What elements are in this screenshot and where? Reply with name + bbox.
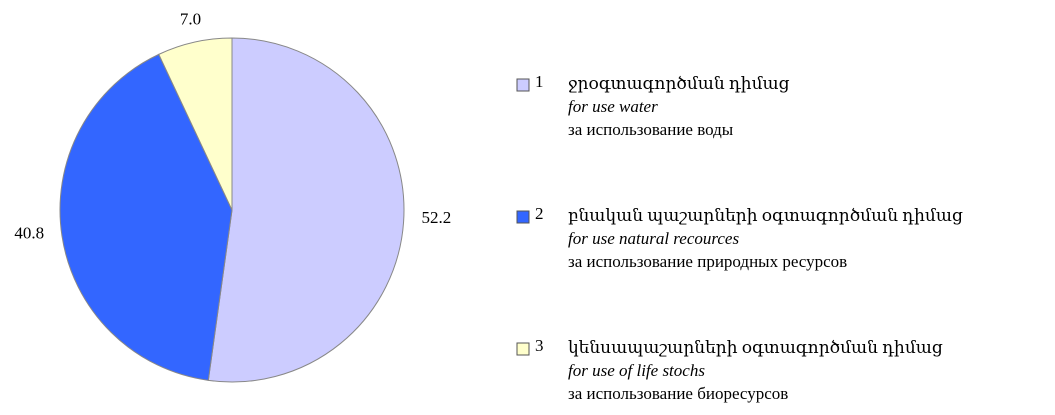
- data-label: 52.2: [422, 208, 452, 227]
- legend-text: բնական պաշարների օգտագործման դիմաց: [568, 206, 963, 225]
- legend-text: for use natural recources: [568, 229, 739, 248]
- pie-slice: [207, 37, 405, 383]
- legend-text: за использование природных ресурсов: [568, 252, 847, 271]
- legend-swatch: [516, 342, 530, 356]
- legend-text: կենսապաշարների օգտագործման դիմաց: [568, 338, 943, 357]
- pie-slice: [59, 53, 233, 381]
- legend-text: за использование воды: [568, 120, 734, 139]
- pie-slice: [158, 37, 233, 211]
- legend-text: for use of life stochs: [568, 361, 705, 380]
- data-label: 7.0: [180, 9, 201, 28]
- legend-label: 2: [535, 204, 544, 223]
- legend-label: 1: [535, 72, 544, 91]
- legend-text: for use water: [568, 97, 658, 116]
- legend-label: 3: [535, 336, 544, 355]
- data-label: 40.8: [14, 223, 44, 242]
- legend-swatch: [516, 78, 530, 92]
- legend-text: ջրօգտագործման դիմաց: [568, 74, 790, 93]
- legend-text: за использование биоресурсов: [568, 384, 788, 403]
- legend-swatch: [516, 210, 530, 224]
